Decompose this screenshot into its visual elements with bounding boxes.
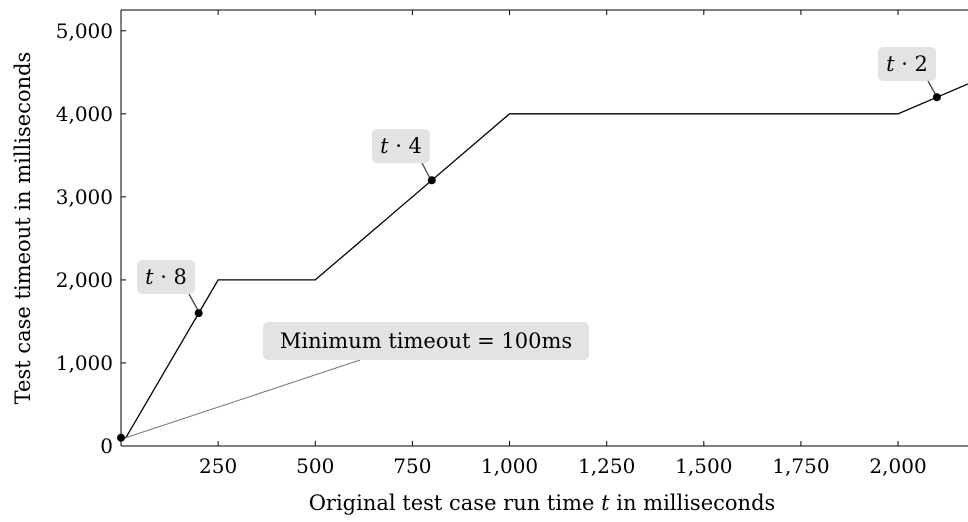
callout-box [372,129,430,163]
x-tick-label: 500 [296,454,334,478]
series-lines [121,83,968,439]
x-tick-label: 750 [393,454,431,478]
callout-label: t · 2 [886,52,928,76]
y-tick-label: 4,000 [56,102,113,126]
x-tick-label: 1,250 [578,454,635,478]
x-tick-label: 2,000 [869,454,926,478]
tick-marks: 250 500 750 1,000 1,250 1,500 1,750 2,000 0 1,000… [56,10,927,478]
callout-annotations: Minimum timeout = 100ms t · 8 t · 4 t · 2 [124,47,939,439]
data-point [427,176,436,185]
callout-box [878,47,936,81]
data-point [117,433,125,442]
timeout-line [121,83,968,439]
y-tick-label: 0 [100,434,113,458]
y-tick-label: 2,000 [56,268,113,292]
x-tick-label: 250 [199,454,237,478]
y-axis-title: Test case timeout in milliseconds [11,52,35,405]
callout-label: t · 8 [145,265,187,289]
y-tick-label: 5,000 [56,19,113,43]
callout-box [137,260,195,294]
data-point [932,93,941,102]
x-tick-label: 1,500 [675,454,732,478]
x-axis-title: Original test case run time t in millise… [309,491,776,515]
plot-axes [120,9,968,447]
x-tick-label: 1,000 [481,454,538,478]
y-tick-label: 3,000 [56,185,113,209]
callout-label: t · 4 [380,134,422,158]
data-point [194,309,203,318]
y-tick-label: 1,000 [56,351,113,375]
data-points [117,93,941,442]
callout-box [263,322,589,360]
callout-label: Minimum timeout = 100ms [280,329,572,353]
x-tick-label: 1,750 [772,454,829,478]
callout-leader [124,359,361,439]
